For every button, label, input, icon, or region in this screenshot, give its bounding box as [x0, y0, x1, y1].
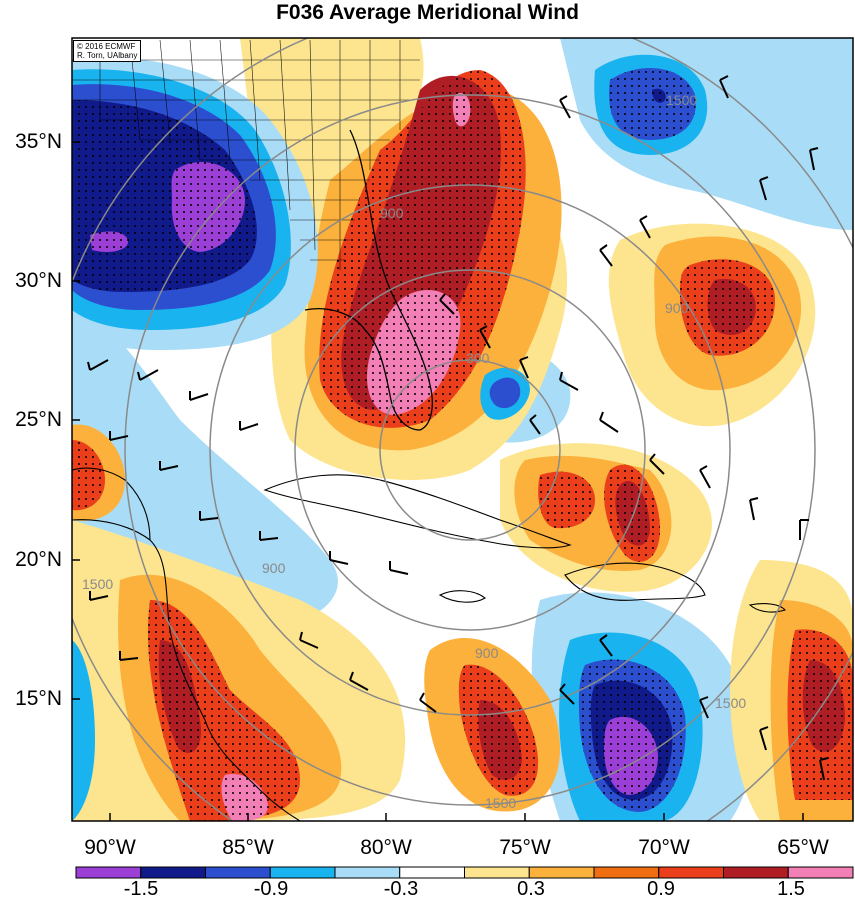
map-frame	[71, 37, 854, 822]
colorbar-swatch	[787, 866, 854, 879]
lat-label-25: 25°N	[15, 408, 62, 431]
axis-ticks	[72, 141, 804, 821]
wind-barbs	[87, 75, 829, 781]
hispaniola-coast	[564, 562, 706, 601]
credit-line-2: R. Torn, UAlbany	[77, 51, 138, 60]
contour-label: 1500	[485, 795, 517, 811]
credit-box: © 2016 ECMWF R. Torn, UAlbany	[73, 40, 142, 62]
colorbar-swatch	[464, 866, 530, 879]
contour-label: 900	[380, 205, 404, 221]
lon-label-70w: 70°W	[638, 836, 690, 859]
colorbar-label: 0.9	[647, 878, 675, 900]
colorbar-label: -0.3	[383, 878, 419, 900]
colorbar-label: 1.5	[777, 878, 805, 900]
colorbar-label: 0.3	[517, 878, 545, 900]
colorbar-swatch	[205, 866, 271, 879]
colorbar-label: -0.9	[253, 878, 289, 900]
central-america-coast	[72, 519, 301, 821]
colorbar-swatch	[334, 866, 401, 879]
colorbar-swatch	[528, 866, 595, 879]
colorbar	[75, 866, 854, 879]
contour-lines	[72, 38, 853, 821]
lon-label-65w: 65°W	[777, 836, 829, 859]
lon-label-80w: 80°W	[360, 836, 412, 859]
contour-label: 1500	[666, 92, 698, 108]
lon-label-85w: 85°W	[222, 836, 274, 859]
contour-label: 900	[475, 645, 499, 661]
contour-label: 1500	[82, 576, 114, 592]
field-blue-bahamas-core	[489, 377, 521, 409]
field-blue-west-edge	[72, 640, 95, 821]
lat-label-20: 20°N	[15, 548, 62, 571]
field-yellow-north	[240, 38, 424, 160]
county-boundaries	[72, 39, 420, 270]
lat-label-35: 35°N	[15, 130, 62, 153]
map-title: F036 Average Meridional Wind	[276, 1, 579, 24]
credit-line-1: © 2016 ECMWF	[77, 42, 136, 51]
florida-coast	[304, 129, 433, 431]
lon-label-90w: 90°W	[84, 836, 136, 859]
jamaica-coast	[438, 590, 486, 603]
colorbar-swatch	[399, 866, 465, 879]
contour-label: 900	[665, 300, 689, 316]
puertorico-coast	[748, 603, 786, 613]
lon-label-75w: 75°W	[499, 836, 551, 859]
stippling	[72, 68, 853, 821]
colorbar-label: -1.5	[123, 878, 159, 900]
colorbar-swatch	[75, 866, 142, 879]
contour-label: 300	[466, 350, 490, 366]
colorbar-swatch	[140, 866, 206, 879]
colorbar-swatch	[658, 866, 724, 879]
contour-label: 900	[262, 560, 286, 576]
colorbar-swatch	[723, 866, 789, 879]
contour-label: 1500	[715, 695, 747, 711]
yucatan-coast	[72, 467, 151, 541]
cuba-coast	[263, 474, 572, 549]
colorbar-swatch	[593, 866, 660, 879]
lat-label-15: 15°N	[15, 687, 62, 710]
colorbar-swatch	[269, 866, 336, 879]
lat-label-30: 30°N	[15, 269, 62, 292]
